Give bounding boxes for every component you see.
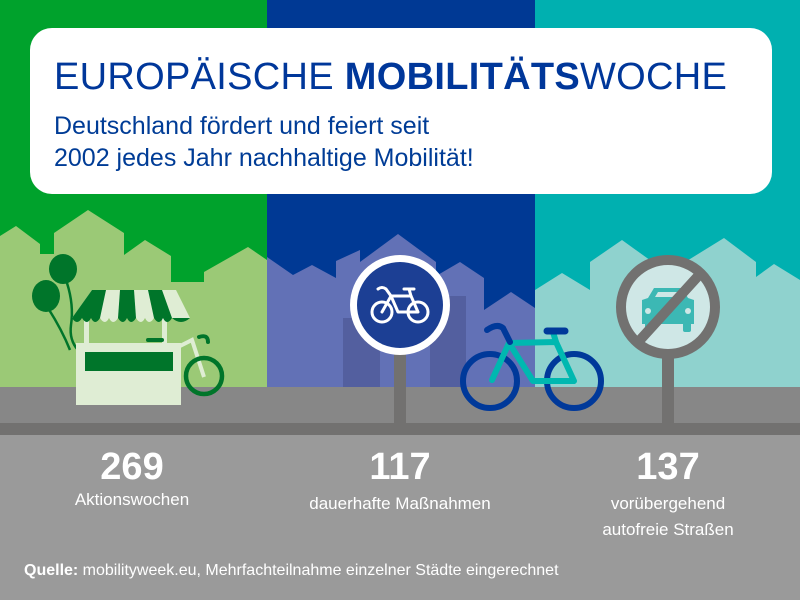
stat-permanent-measures: 117 dauerhafte Maßnahmen xyxy=(280,447,520,517)
market-stall-icon xyxy=(72,290,225,405)
balloons-icon xyxy=(32,254,79,351)
bicycle-icon xyxy=(460,322,604,411)
bicycle-sign-icon xyxy=(350,255,450,424)
page-title: EUROPÄISCHE MOBILITÄTSWOCHE xyxy=(54,56,728,98)
source-note: Quelle: mobilityweek.eu, Mehrfachteilnah… xyxy=(24,562,559,579)
stat-value: 137 xyxy=(636,446,700,488)
stat-value: 269 xyxy=(100,446,164,488)
header-card: EUROPÄISCHE MOBILITÄTSWOCHE Deutschland … xyxy=(30,28,772,194)
stat-action-weeks: 269 Aktionswochen xyxy=(32,447,232,513)
stat-label: vorübergehend xyxy=(610,494,726,513)
road-edge xyxy=(0,423,800,435)
stat-value: 117 xyxy=(369,446,431,488)
no-cars-sign-icon xyxy=(616,255,720,424)
stat-car-free-streets: 137 vorübergehend autofreie Straßen xyxy=(568,447,768,543)
subtitle: Deutschland fördert und feiert seit 2002… xyxy=(54,112,474,172)
stat-label: autofreie Straßen xyxy=(602,520,734,539)
stat-label: dauerhafte Maßnahmen xyxy=(309,494,491,513)
stat-label: Aktionswochen xyxy=(74,490,190,509)
